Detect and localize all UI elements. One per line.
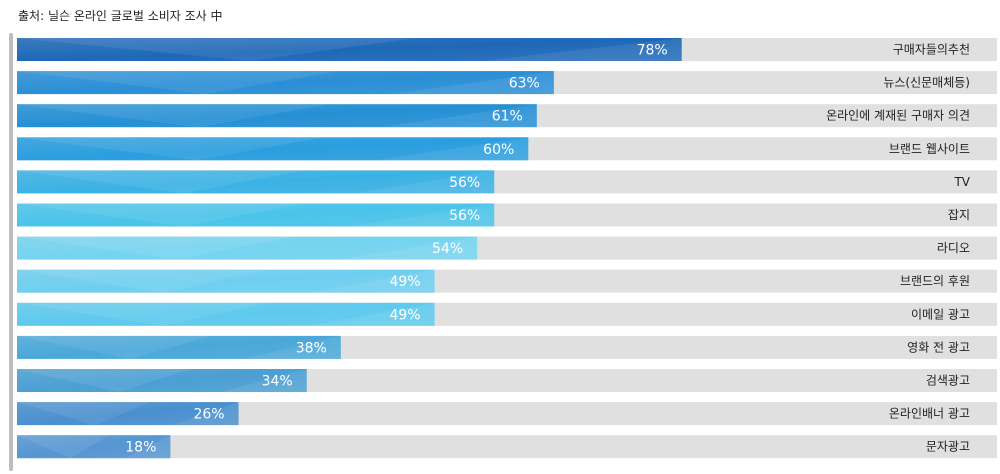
value-label: 54% — [432, 241, 463, 257]
bar — [17, 402, 239, 426]
bar-texture — [17, 402, 239, 426]
bar-texture — [17, 170, 495, 194]
source-note: 출처: 닐슨 온라인 글로벌 소비자 조사 中 — [18, 9, 223, 23]
category-label: 온라인에 계재된 구매자 의견 — [826, 109, 970, 123]
bar-texture — [17, 104, 537, 128]
value-label: 49% — [389, 274, 420, 290]
bar — [17, 71, 554, 95]
value-label: 49% — [389, 307, 420, 323]
category-label: 뉴스(신문매체등) — [883, 76, 970, 90]
category-label: 잡지 — [948, 208, 970, 222]
bar-texture — [17, 435, 171, 459]
value-label: 34% — [262, 374, 293, 390]
value-label: 18% — [125, 440, 156, 456]
value-label: 56% — [449, 175, 480, 191]
category-label: 온라인배너 광고 — [889, 407, 970, 421]
bar-texture — [17, 269, 435, 293]
bar — [17, 38, 682, 61]
category-label: 브랜드의 후원 — [900, 274, 970, 288]
value-label: 26% — [193, 407, 224, 423]
value-label: 56% — [449, 208, 480, 224]
bar — [17, 269, 435, 293]
value-label: 78% — [637, 43, 668, 59]
bar — [17, 435, 171, 459]
bar-texture — [17, 203, 495, 227]
bar-texture — [17, 335, 341, 359]
value-label: 61% — [492, 109, 523, 125]
bar — [17, 302, 435, 326]
bar-texture — [17, 369, 307, 392]
category-label: 문자광고 — [926, 440, 970, 454]
bar — [17, 335, 341, 359]
value-label: 60% — [483, 142, 514, 158]
category-label: 구매자들의추천 — [893, 42, 970, 57]
bar-texture — [17, 38, 682, 61]
bar-texture — [17, 137, 529, 161]
category-label: 검색광고 — [926, 374, 970, 388]
bar-track — [17, 435, 997, 459]
value-label: 38% — [296, 340, 327, 356]
category-label: 이메일 광고 — [911, 307, 970, 321]
bar-texture — [17, 71, 554, 95]
category-label: 영화 전 광고 — [907, 340, 970, 354]
left-rule — [9, 33, 13, 471]
category-label: 라디오 — [937, 241, 970, 255]
bar — [17, 369, 307, 392]
bar-track — [17, 402, 997, 426]
bar — [17, 236, 478, 260]
bar — [17, 104, 537, 128]
category-label: 브랜드 웹사이트 — [889, 142, 970, 156]
bar-texture — [17, 302, 435, 326]
bar-texture — [17, 236, 478, 260]
category-label: TV — [953, 175, 970, 189]
bar — [17, 170, 495, 194]
value-label: 63% — [509, 76, 540, 92]
bar — [17, 137, 529, 161]
bar — [17, 203, 495, 227]
